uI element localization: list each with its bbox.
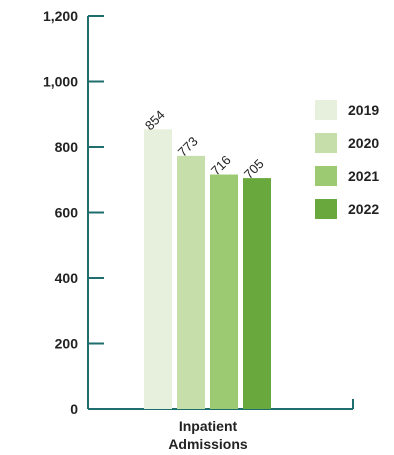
legend-swatch-2021 [315, 166, 337, 186]
legend-swatch-2019 [315, 100, 337, 120]
legend-label-2022: 2022 [348, 201, 379, 217]
y-tick-label: 600 [55, 205, 79, 221]
legend-swatch-2020 [315, 133, 337, 153]
bar-2021 [210, 174, 238, 409]
legend-label-2020: 2020 [348, 135, 379, 151]
legend: 2019 2020 2021 2022 [315, 100, 379, 219]
data-label-2022: 705 [241, 156, 267, 182]
legend-label-2019: 2019 [348, 102, 379, 118]
bars [144, 129, 271, 409]
legend-swatch-2022 [315, 199, 337, 219]
bar-2019 [144, 129, 172, 409]
data-label-2019: 854 [142, 107, 168, 133]
y-tick-label: 800 [55, 139, 79, 155]
y-tick-label: 1,200 [43, 8, 78, 24]
y-tick-label: 1,000 [43, 74, 78, 90]
y-tick-label: 200 [55, 336, 79, 352]
legend-label-2021: 2021 [348, 168, 379, 184]
y-tick-label: 0 [70, 401, 78, 417]
y-axis-ticks: 0 200 400 600 800 1,000 1,200 [43, 8, 104, 417]
data-label-2021: 716 [208, 152, 234, 178]
y-tick-label: 400 [55, 270, 79, 286]
category-label-line-1: Inpatient [179, 418, 238, 434]
bar-2022 [243, 178, 271, 409]
bar-2020 [177, 155, 205, 409]
category-label-line-2: Admissions [168, 436, 248, 452]
data-label-2020: 773 [175, 134, 201, 160]
